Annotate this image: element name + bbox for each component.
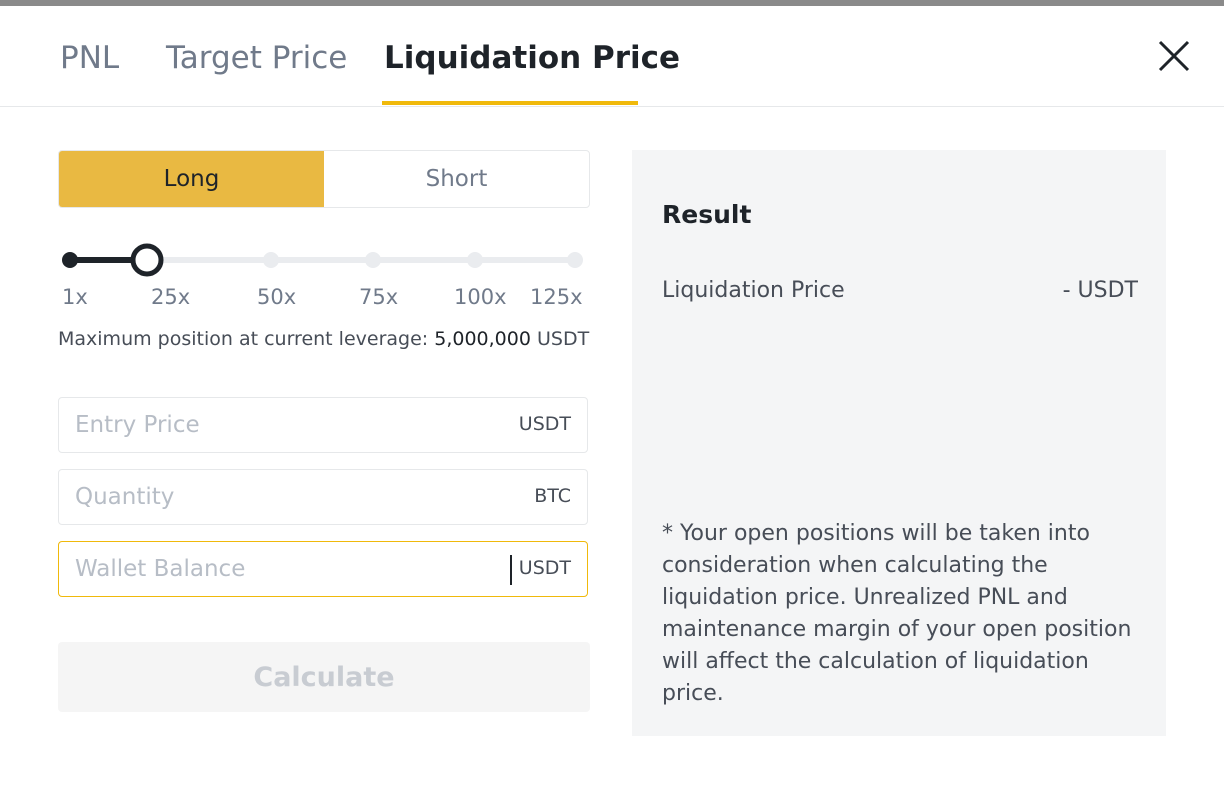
- result-value: - USDT: [1062, 278, 1138, 303]
- long-button[interactable]: Long: [59, 151, 324, 207]
- placeholder: Entry Price: [75, 412, 200, 438]
- leverage-mark: 1x: [62, 285, 88, 309]
- leverage-mark: 125x: [530, 285, 583, 309]
- tab[interactable]: PNL: [60, 40, 120, 76]
- close-button[interactable]: [1156, 38, 1192, 74]
- wallet-balance-input[interactable]: Wallet Balance USDT: [58, 541, 588, 597]
- calculate-button[interactable]: Calculate: [58, 642, 590, 712]
- max-unit: USDT: [536, 328, 590, 350]
- leverage-mark: 75x: [359, 285, 399, 309]
- max-value: 5,000,000: [434, 328, 531, 350]
- top-bar: [0, 0, 1224, 6]
- tab-underline: [382, 101, 638, 105]
- entry-price-input[interactable]: Entry Price USDT: [58, 397, 588, 453]
- tab[interactable]: Liquidation Price: [384, 40, 681, 76]
- result-title: Result: [662, 200, 752, 229]
- tab[interactable]: Target Price: [166, 40, 348, 76]
- unit: BTC: [534, 485, 571, 507]
- result-label: Liquidation Price: [662, 278, 845, 303]
- quantity-input[interactable]: Quantity BTC: [58, 469, 588, 525]
- result-panel: Result Liquidation Price - USDT * Your o…: [632, 150, 1166, 736]
- caret: [510, 555, 512, 585]
- max-position: Maximum position at current leverage: 5,…: [58, 328, 589, 350]
- max-label: Maximum position at current leverage:: [58, 328, 429, 350]
- leverage-slider[interactable]: [55, 240, 595, 280]
- side-toggle: Long Short: [58, 150, 590, 208]
- leverage-mark: 100x: [454, 285, 507, 309]
- unit: USDT: [518, 413, 571, 435]
- leverage-mark: 25x: [151, 285, 191, 309]
- placeholder: Wallet Balance: [75, 556, 246, 582]
- divider: [0, 106, 1224, 107]
- placeholder: Quantity: [75, 484, 175, 510]
- short-button[interactable]: Short: [425, 166, 488, 192]
- result-note: * Your open positions will be taken into…: [662, 521, 1132, 706]
- unit: USDT: [518, 557, 571, 579]
- leverage-mark: 50x: [257, 285, 297, 309]
